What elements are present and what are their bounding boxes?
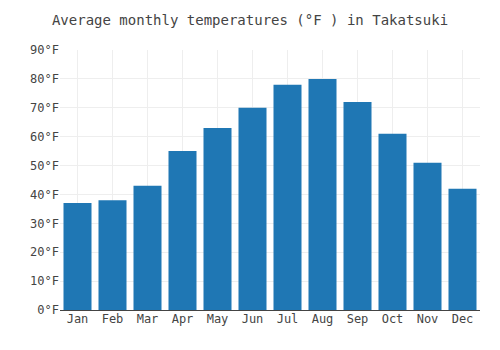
svg-text:Dec: Dec (452, 312, 474, 326)
svg-text:Jun: Jun (242, 312, 264, 326)
svg-text:Apr: Apr (172, 312, 194, 326)
svg-text:60°F: 60°F (30, 130, 59, 144)
svg-text:Jan: Jan (67, 312, 89, 326)
svg-text:Feb: Feb (102, 312, 124, 326)
svg-text:10°F: 10°F (30, 274, 59, 288)
svg-text:Aug: Aug (312, 312, 334, 326)
svg-text:80°F: 80°F (30, 72, 59, 86)
svg-text:Sep: Sep (347, 312, 369, 326)
svg-text:Mar: Mar (137, 312, 159, 326)
svg-text:20°F: 20°F (30, 245, 59, 259)
svg-text:90°F: 90°F (30, 43, 59, 57)
svg-text:Average monthly temperatures (: Average monthly temperatures (°F ) in Ta… (52, 12, 448, 28)
svg-text:Nov: Nov (417, 312, 439, 326)
svg-text:Oct: Oct (382, 312, 404, 326)
svg-text:May: May (207, 312, 229, 326)
svg-text:Jul: Jul (277, 312, 299, 326)
svg-text:50°F: 50°F (30, 159, 59, 173)
svg-text:0°F: 0°F (37, 303, 59, 317)
svg-text:70°F: 70°F (30, 101, 59, 115)
svg-text:30°F: 30°F (30, 217, 59, 231)
svg-text:40°F: 40°F (30, 188, 59, 202)
